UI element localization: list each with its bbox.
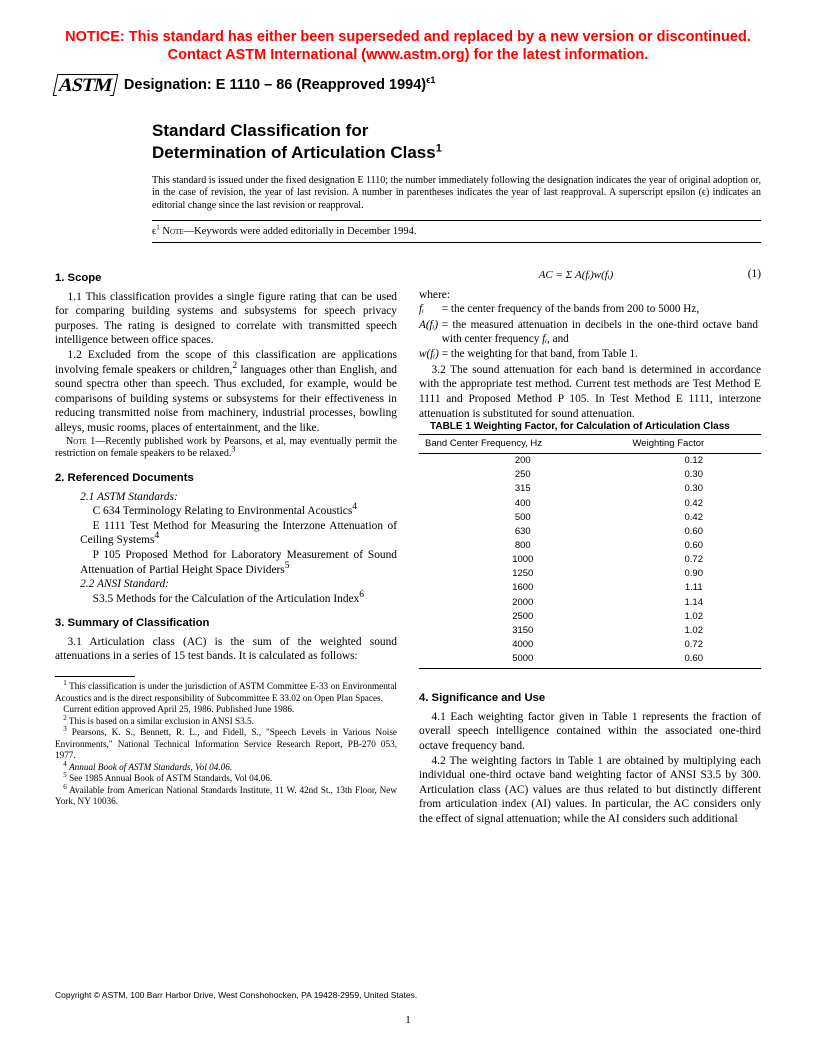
page-number: 1 [0,1014,816,1026]
table-1: Band Center Frequency, Hz Weighting Fact… [419,434,761,670]
para-1-2: 1.2 Excluded from the scope of this clas… [55,348,397,436]
ref-e1111: E 1111 Test Method for Measuring the Int… [55,519,397,548]
ref-sub-ansi: 2.2 ANSI Standard: [55,577,397,592]
section-1-head: 1. Scope [55,271,397,285]
section-3-head: 3. Summary of Classification [55,616,397,630]
table-1-title: TABLE 1 Weighting Factor, for Calculatio… [419,421,761,434]
table-row: 10000.72 [419,553,761,567]
section-2-head: 2. Referenced Documents [55,471,397,485]
notice-line2: Contact ASTM International (www.astm.org… [168,47,649,63]
table-row: 16001.11 [419,581,761,595]
ref-s35: S3.5 Methods for the Calculation of the … [55,592,397,607]
ref-p105: P 105 Proposed Method for Laboratory Mea… [55,548,397,577]
ref-c634: C 634 Terminology Relating to Environmen… [55,504,397,519]
table-row: 2500.30 [419,468,761,482]
equation-1: AC = Σ A(fᵢ)w(fᵢ) (1) [419,267,761,282]
footnote-rule [55,676,135,677]
note-1: Note 1—Recently published work by Pearso… [55,436,397,462]
para-3-2: 3.2 The sound attenuation for each band … [419,363,761,421]
footnotes: 1 This classification is under the juris… [55,681,397,808]
designation: Designation: E 1110 – 86 (Reapproved 199… [124,77,436,93]
para-4-2: 4.2 The weighting factors in Table 1 are… [419,754,761,827]
table-row: 3150.30 [419,482,761,496]
issuance-note: This standard is issued under the fixed … [152,175,761,213]
section-4-head: 4. Significance and Use [419,691,761,705]
where-label: where: [419,288,761,303]
superseded-notice: NOTICE: This standard has either been su… [55,28,761,64]
astm-logo: ASTM [53,74,119,96]
table-row: 5000.42 [419,511,761,525]
table-row: 4000.42 [419,497,761,511]
para-4-1: 4.1 Each weighting factor given in Table… [419,710,761,754]
table-1-col1: Band Center Frequency, Hz [419,434,627,453]
table-row: 25001.02 [419,610,761,624]
ref-sub-astm: 2.1 ASTM Standards: [55,490,397,505]
table-1-col2: Weighting Factor [627,434,761,453]
para-3-1: 3.1 Articulation class (AC) is the sum o… [55,635,397,664]
table-row: 40000.72 [419,638,761,652]
copyright: Copyright © ASTM, 100 Barr Harbor Drive,… [55,990,417,1000]
table-row: 8000.60 [419,539,761,553]
epsilon-note: ϵ1 Note—Keywords were added editorially … [152,220,761,243]
document-title: Standard Classification for Determinatio… [152,120,761,163]
para-1-1: 1.1 This classification provides a singl… [55,290,397,348]
where-table: fᵢ= the center frequency of the bands fr… [419,302,761,362]
body-columns: 1. Scope 1.1 This classification provide… [55,261,761,826]
table-row: 50000.60 [419,652,761,669]
header: ASTM Designation: E 1110 – 86 (Reapprove… [55,74,761,96]
table-row: 2000.12 [419,454,761,469]
table-row: 12500.90 [419,567,761,581]
notice-line1: NOTICE: This standard has either been su… [65,29,751,45]
table-row: 20001.14 [419,596,761,610]
table-row: 6300.60 [419,525,761,539]
table-row: 31501.02 [419,624,761,638]
